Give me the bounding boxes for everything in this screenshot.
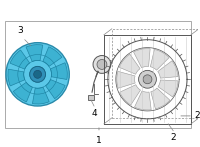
Wedge shape xyxy=(13,82,32,102)
Text: 1: 1 xyxy=(96,136,102,145)
Wedge shape xyxy=(120,85,140,105)
Circle shape xyxy=(139,70,156,88)
Bar xyxy=(5,21,191,128)
Wedge shape xyxy=(119,54,140,74)
Wedge shape xyxy=(158,80,178,97)
Wedge shape xyxy=(32,87,49,104)
Wedge shape xyxy=(158,61,178,78)
Wedge shape xyxy=(151,88,170,109)
Circle shape xyxy=(93,56,111,73)
Wedge shape xyxy=(150,49,169,70)
Wedge shape xyxy=(134,49,150,68)
Wedge shape xyxy=(10,50,30,69)
Wedge shape xyxy=(117,71,135,88)
Circle shape xyxy=(97,60,107,69)
Wedge shape xyxy=(8,69,25,86)
Text: 4: 4 xyxy=(91,109,97,118)
Wedge shape xyxy=(46,80,65,99)
Circle shape xyxy=(143,75,152,84)
Text: 2: 2 xyxy=(194,111,200,120)
Circle shape xyxy=(34,70,42,78)
Bar xyxy=(88,95,94,100)
Circle shape xyxy=(30,66,46,82)
Wedge shape xyxy=(43,47,62,66)
Wedge shape xyxy=(50,63,67,80)
Text: 3: 3 xyxy=(17,26,23,35)
Circle shape xyxy=(6,43,69,106)
Wedge shape xyxy=(135,91,151,110)
Wedge shape xyxy=(26,45,43,62)
Text: 2: 2 xyxy=(170,133,176,142)
